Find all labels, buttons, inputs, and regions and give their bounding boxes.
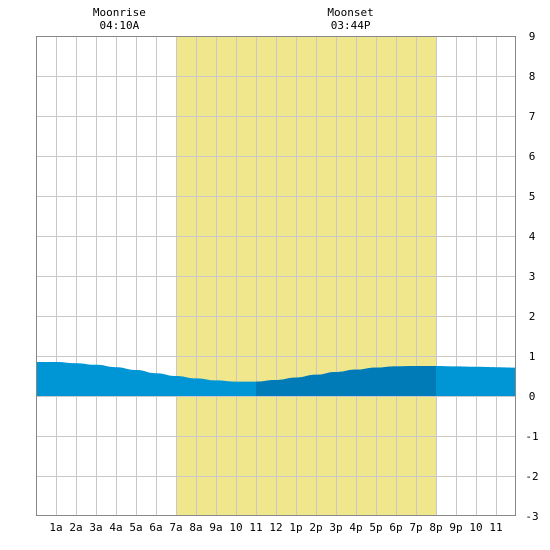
y-tick-label: 8 — [529, 70, 536, 83]
x-tick-label: 4a — [109, 521, 122, 534]
y-tick-label: -1 — [525, 430, 538, 443]
grid-layer — [36, 36, 516, 516]
tide-area-layer — [36, 362, 516, 396]
x-tick-label: 10 — [229, 521, 242, 534]
y-tick-label: 5 — [529, 190, 536, 203]
y-tick-labels: -3 -2 -1 0 1 2 3 4 5 6 7 8 9 — [525, 30, 538, 523]
tide-area-rising — [256, 366, 436, 396]
moon-annotation-title: Moonset — [327, 6, 373, 19]
x-tick-label: 6a — [149, 521, 162, 534]
x-tick-label: 9p — [449, 521, 462, 534]
x-tick-label: 12 — [269, 521, 282, 534]
x-tick-label: 8a — [189, 521, 202, 534]
y-tick-label: 1 — [529, 350, 536, 363]
x-tick-labels: 1a 2a 3a 4a 5a 6a 7a 8a 9a 10 11 12 1p 2p 3p 4p 5p 6p 7p 8p… — [49, 521, 502, 534]
y-tick-label: -3 — [525, 510, 538, 523]
y-tick-label: -2 — [525, 470, 538, 483]
x-tick-label: 5a — [129, 521, 142, 534]
x-tick-label: 4p — [349, 521, 362, 534]
x-tick-label: 7p — [409, 521, 422, 534]
x-tick-label: 11 — [489, 521, 502, 534]
x-tick-label: 9a — [209, 521, 222, 534]
x-tick-label: 7a — [169, 521, 182, 534]
plot-frame — [36, 36, 516, 516]
x-tick-label: 11 — [249, 521, 262, 534]
y-tick-label: 7 — [529, 110, 536, 123]
moon-annotation-title: Moonrise — [93, 6, 146, 19]
x-tick-label: 10 — [469, 521, 482, 534]
x-tick-label: 2a — [69, 521, 82, 534]
y-tick-label: 4 — [529, 230, 536, 243]
x-tick-label: 5p — [369, 521, 382, 534]
moon-annotation-time: 04:10A — [100, 19, 140, 32]
y-tick-label: 9 — [529, 30, 536, 43]
x-tick-label: 3p — [329, 521, 342, 534]
y-tick-label: 2 — [529, 310, 536, 323]
x-tick-label: 3a — [89, 521, 102, 534]
x-tick-label: 1a — [49, 521, 62, 534]
y-tick-label: 3 — [529, 270, 536, 283]
y-tick-label: 6 — [529, 150, 536, 163]
x-tick-label: 6p — [389, 521, 402, 534]
x-tick-label: 8p — [429, 521, 442, 534]
plot-frame-layer — [36, 36, 516, 516]
x-tick-label: 1p — [289, 521, 302, 534]
y-tick-label: 0 — [529, 390, 536, 403]
moon-annotation-time: 03:44P — [331, 19, 371, 32]
x-tick-label: 2p — [309, 521, 322, 534]
